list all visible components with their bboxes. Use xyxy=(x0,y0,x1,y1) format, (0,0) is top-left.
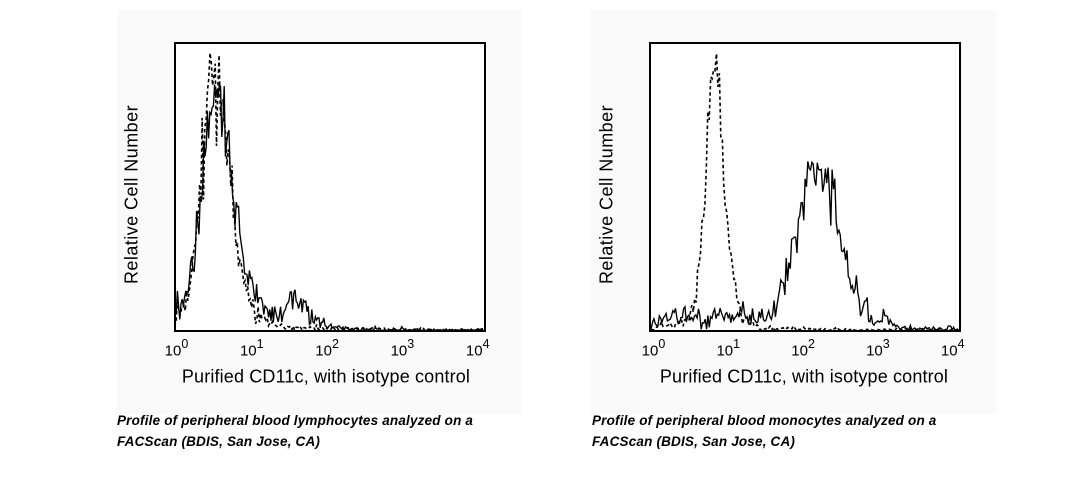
svg-text:100: 100 xyxy=(642,337,666,360)
svg-text:101: 101 xyxy=(716,337,740,360)
svg-text:Purified CD11c, with isotype c: Purified CD11c, with isotype control xyxy=(182,366,470,386)
svg-text:102: 102 xyxy=(315,337,339,360)
svg-text:100: 100 xyxy=(165,337,189,360)
svg-text:101: 101 xyxy=(240,337,264,360)
svg-text:103: 103 xyxy=(866,337,890,360)
svg-text:104: 104 xyxy=(466,337,490,360)
svg-text:104: 104 xyxy=(941,337,965,360)
svg-text:Relative Cell Number: Relative Cell Number xyxy=(597,105,617,284)
svg-text:102: 102 xyxy=(791,337,815,360)
svg-text:103: 103 xyxy=(391,337,415,360)
svg-text:Purified CD11c, with isotype c: Purified CD11c, with isotype control xyxy=(660,366,948,386)
svg-text:Relative Cell Number: Relative Cell Number xyxy=(122,105,142,284)
